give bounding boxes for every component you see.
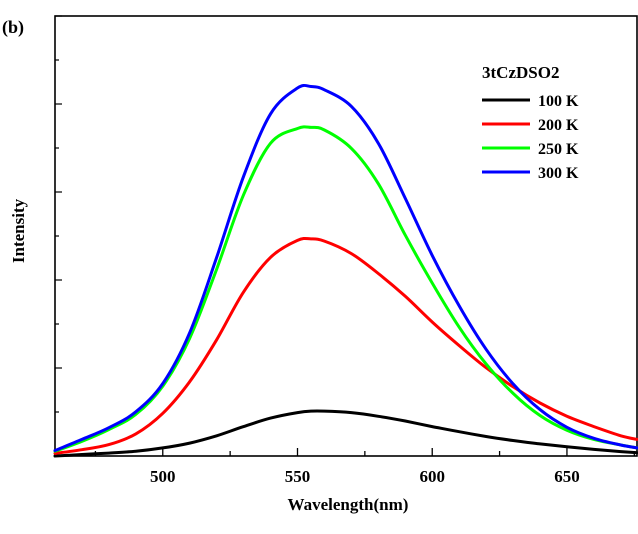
legend-label-250k: 250 K (538, 141, 579, 158)
series-line-200k (53, 236, 638, 455)
x-tick-label: 500 (150, 467, 176, 486)
plot-frame (54, 15, 638, 457)
x-tick-label: 650 (554, 467, 580, 486)
series-line-300k (53, 83, 638, 452)
plot-border (54, 15, 638, 457)
axis-ticks: 500 550 600 650 (55, 15, 635, 486)
legend-title: 3tCzDSO2 (482, 63, 559, 82)
series-line-100k (53, 409, 638, 458)
series-layer (53, 83, 638, 458)
x-axis-title: Wavelength(nm) (288, 495, 409, 514)
x-tick-label: 550 (285, 467, 311, 486)
legend-label-300k: 300 K (538, 165, 579, 182)
panel-label: (b) (2, 17, 24, 38)
x-tick-label: 600 (419, 467, 445, 486)
legend-label-200k: 200 K (538, 117, 579, 134)
legend: 3tCzDSO2 100 K 200 K 250 K 300 K (482, 63, 579, 182)
legend-items: 100 K 200 K 250 K 300 K (482, 93, 579, 182)
y-axis-title: Intensity (9, 198, 28, 263)
legend-label-100k: 100 K (538, 93, 579, 110)
